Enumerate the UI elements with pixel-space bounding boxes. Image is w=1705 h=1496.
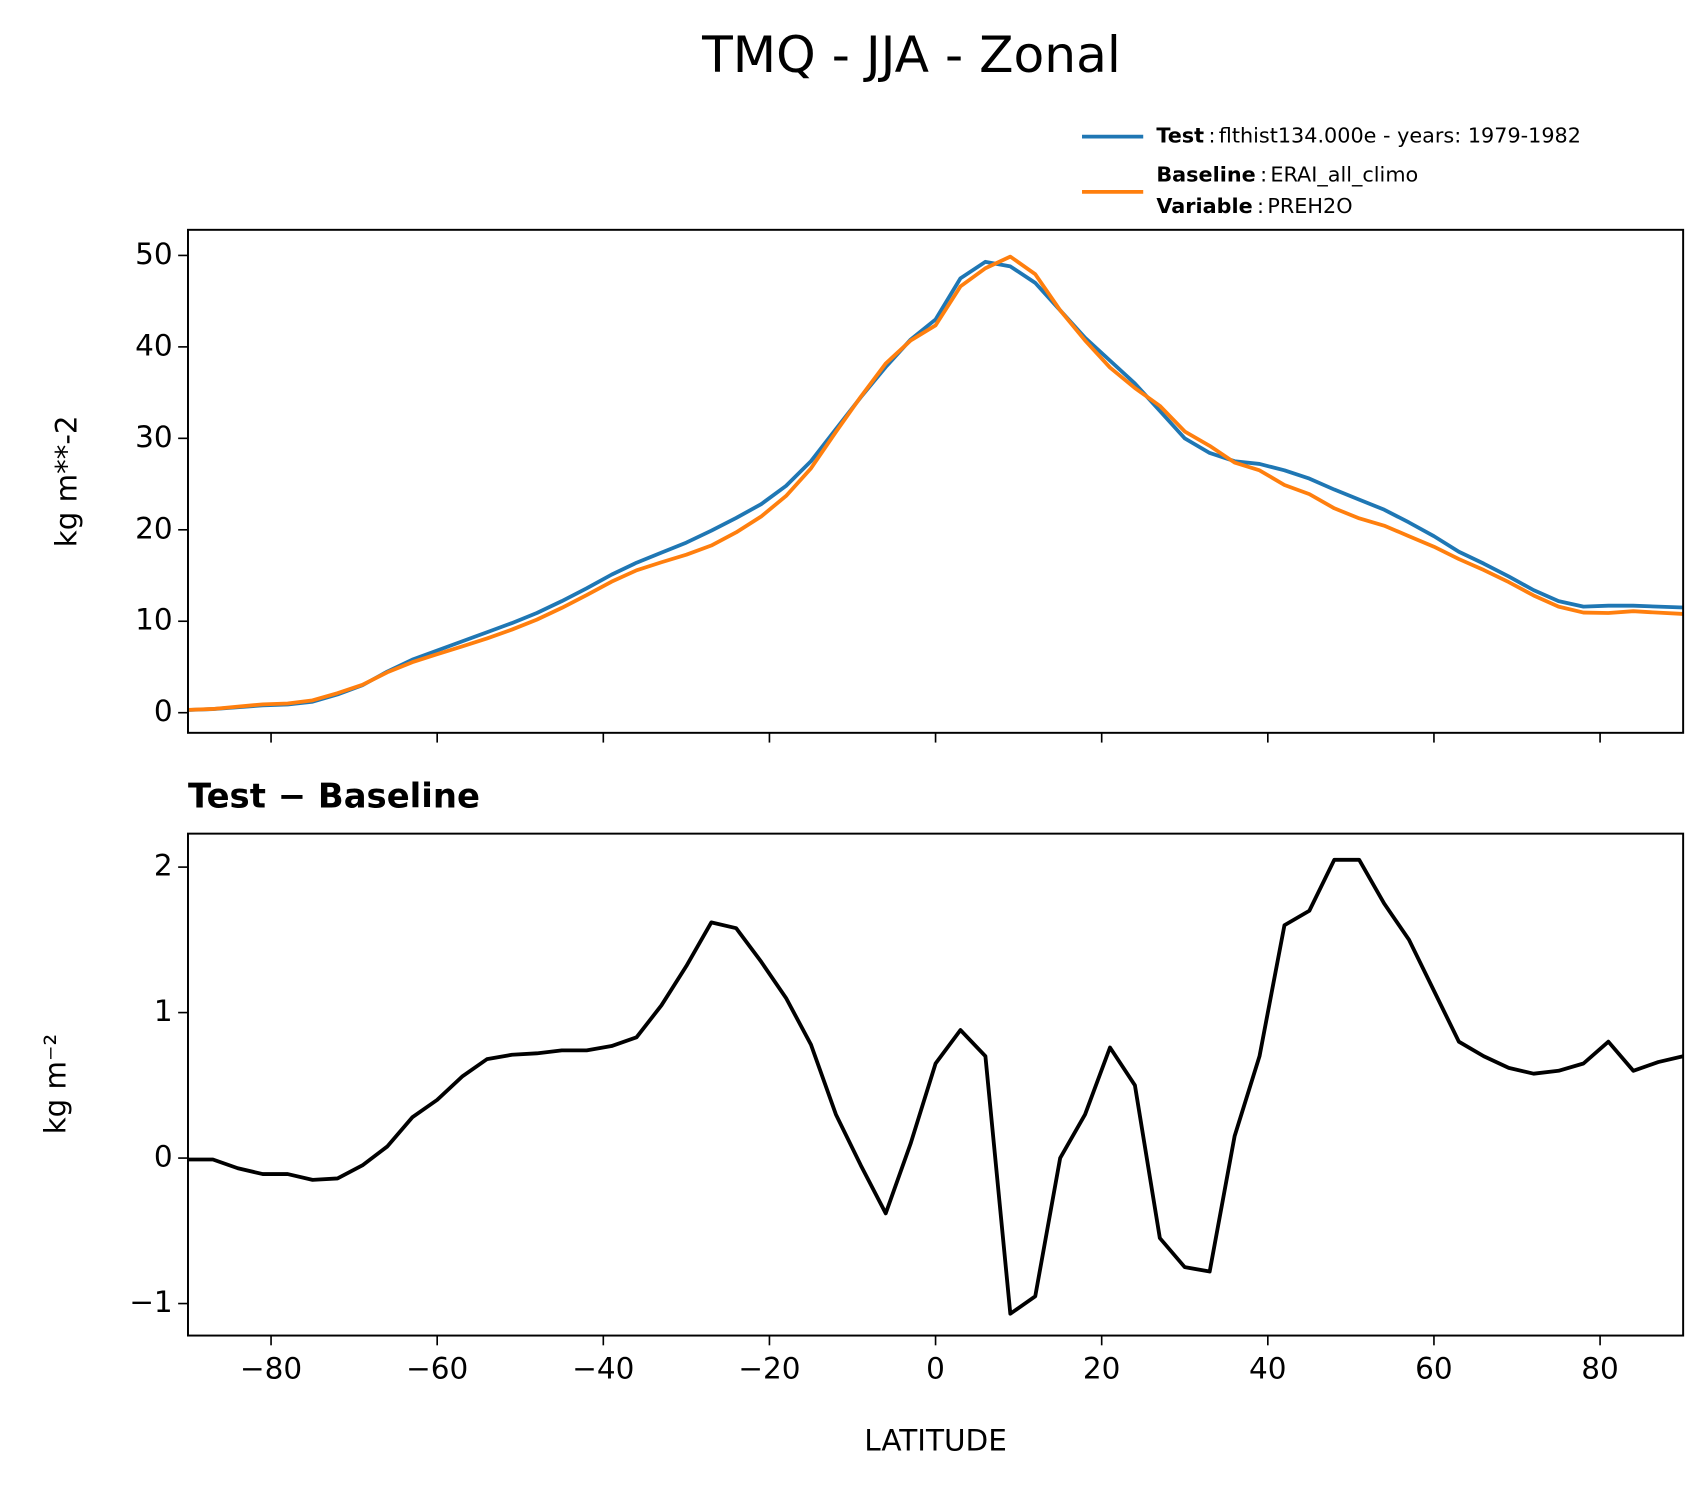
axes-frame — [187, 832, 1685, 1337]
figure-title: TMQ - JJA - Zonal — [701, 26, 1121, 84]
x-tick-label: 80 — [1581, 1352, 1619, 1386]
legend-name: Variable — [1156, 194, 1252, 218]
legend-label: ERAI_all_climo — [1270, 163, 1418, 188]
legend-label: flthist134.000e - years: 1979-1982 — [1219, 124, 1581, 148]
legend-entry: Test: flthist134.000e - years: 1979-1982 — [1156, 124, 1581, 148]
legend-entry: Variable: PREH2O — [1156, 194, 1352, 218]
x-tick-label: 0 — [926, 1352, 945, 1386]
y-tick-label: 30 — [135, 420, 173, 454]
y-tick-label: 2 — [154, 849, 173, 883]
y-tick-label: 0 — [154, 1140, 173, 1174]
legend-name: Baseline — [1156, 163, 1255, 187]
y-tick-label: 1 — [154, 994, 173, 1028]
x-tick-label: −20 — [738, 1352, 800, 1386]
y-tick-label: 40 — [135, 328, 173, 362]
panel-title: Test − Baseline — [188, 776, 480, 815]
y-axis-label: kg m⁻² — [38, 1034, 72, 1134]
y-tick-label: 0 — [154, 694, 173, 728]
legend-sep: : — [1260, 163, 1267, 187]
x-tick-label: −60 — [406, 1352, 468, 1386]
y-axis-label: kg m**-2 — [49, 415, 83, 547]
data-line — [187, 857, 1684, 1316]
x-tick-label: 20 — [1083, 1352, 1121, 1386]
data-line — [187, 254, 1684, 712]
legend-sep: : — [1208, 124, 1215, 148]
y-tick-label: 10 — [135, 603, 173, 637]
legend-name: Test — [1156, 124, 1204, 148]
axes-frame — [187, 228, 1685, 734]
legend-sep: : — [1257, 194, 1264, 218]
y-tick-label: 20 — [135, 511, 173, 545]
legend-label: PREH2O — [1267, 194, 1352, 218]
x-tick-label: 40 — [1249, 1352, 1287, 1386]
y-tick-label: 50 — [135, 237, 173, 271]
y-tick-label: −1 — [129, 1285, 172, 1319]
x-axis-label: LATITUDE — [864, 1423, 1007, 1457]
x-tick-label: 60 — [1415, 1352, 1453, 1386]
data-line — [187, 259, 1684, 712]
legend: Test: flthist134.000e - years: 1979-1982 … — [1082, 124, 1581, 218]
legend-entry: Baseline: ERAI_all_climo — [1156, 163, 1418, 188]
x-tick-label: −80 — [240, 1352, 302, 1386]
x-tick-label: −40 — [572, 1352, 634, 1386]
